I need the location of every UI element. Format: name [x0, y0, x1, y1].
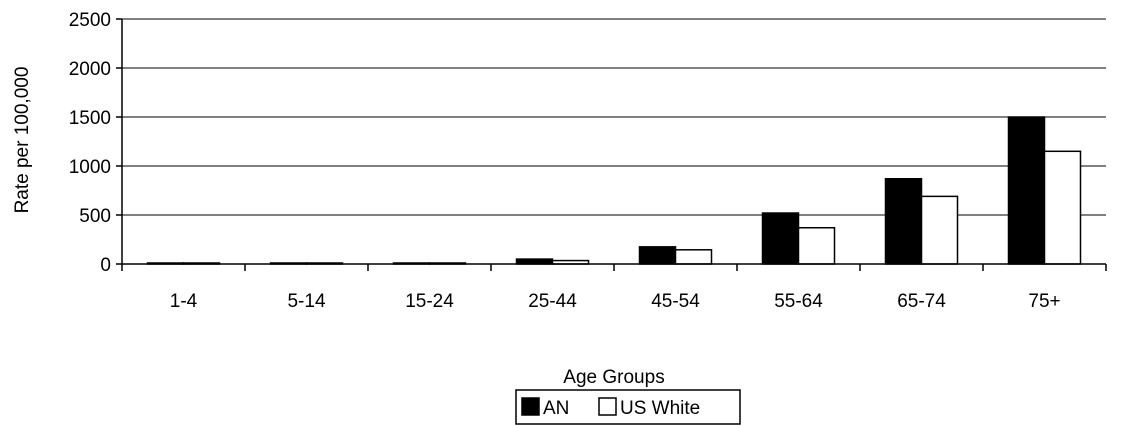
- x-tick-label: 55-64: [774, 291, 823, 312]
- legend-swatch-an: [521, 397, 540, 416]
- y-tick-label: 500: [79, 206, 111, 227]
- bar-us-white-55-64: [797, 226, 836, 265]
- x-axis-label: Age Groups: [563, 367, 664, 388]
- y-tick-label: 1000: [69, 157, 111, 178]
- x-tick-label: 45-54: [651, 291, 700, 312]
- y-tick-label: 1500: [69, 108, 111, 129]
- bar-an-65-74: [884, 177, 923, 265]
- y-tick-label: 2500: [69, 10, 111, 31]
- legend-swatch-us-white: [598, 397, 617, 416]
- y-tick-labels: 0 500 1000 1500 2000 2500: [69, 10, 122, 276]
- bar-an-55-64: [761, 212, 800, 265]
- bar-an-45-54: [638, 246, 677, 265]
- x-tick-label: 65-74: [897, 291, 946, 312]
- axes: [121, 19, 1107, 271]
- legend-label-us-white: US White: [620, 398, 700, 419]
- bars: [146, 116, 1082, 265]
- bar-us-white-65-74: [920, 195, 959, 265]
- legend-label-an: AN: [543, 398, 569, 419]
- x-tick-label: 75+: [1028, 291, 1060, 312]
- bar-us-white-45-54: [674, 249, 713, 265]
- y-tick-label: 2000: [69, 59, 111, 80]
- y-tick-label: 0: [100, 255, 111, 276]
- x-tick-label: 1-4: [170, 291, 198, 312]
- x-tick-label: 15-24: [405, 291, 454, 312]
- legend-frame: [515, 389, 741, 425]
- x-tick-label: 25-44: [528, 291, 577, 312]
- y-axis-label: Rate per 100,000: [12, 67, 33, 214]
- legend: AN US White: [515, 389, 741, 425]
- x-tick-labels: 1-4 5-14 15-24 25-44 45-54 55-64 65-74 75+: [170, 291, 1061, 312]
- bar-us-white-75+: [1043, 150, 1082, 265]
- gridlines: [122, 18, 1106, 216]
- bar-an-75+: [1007, 116, 1046, 265]
- x-tick-label: 5-14: [287, 291, 325, 312]
